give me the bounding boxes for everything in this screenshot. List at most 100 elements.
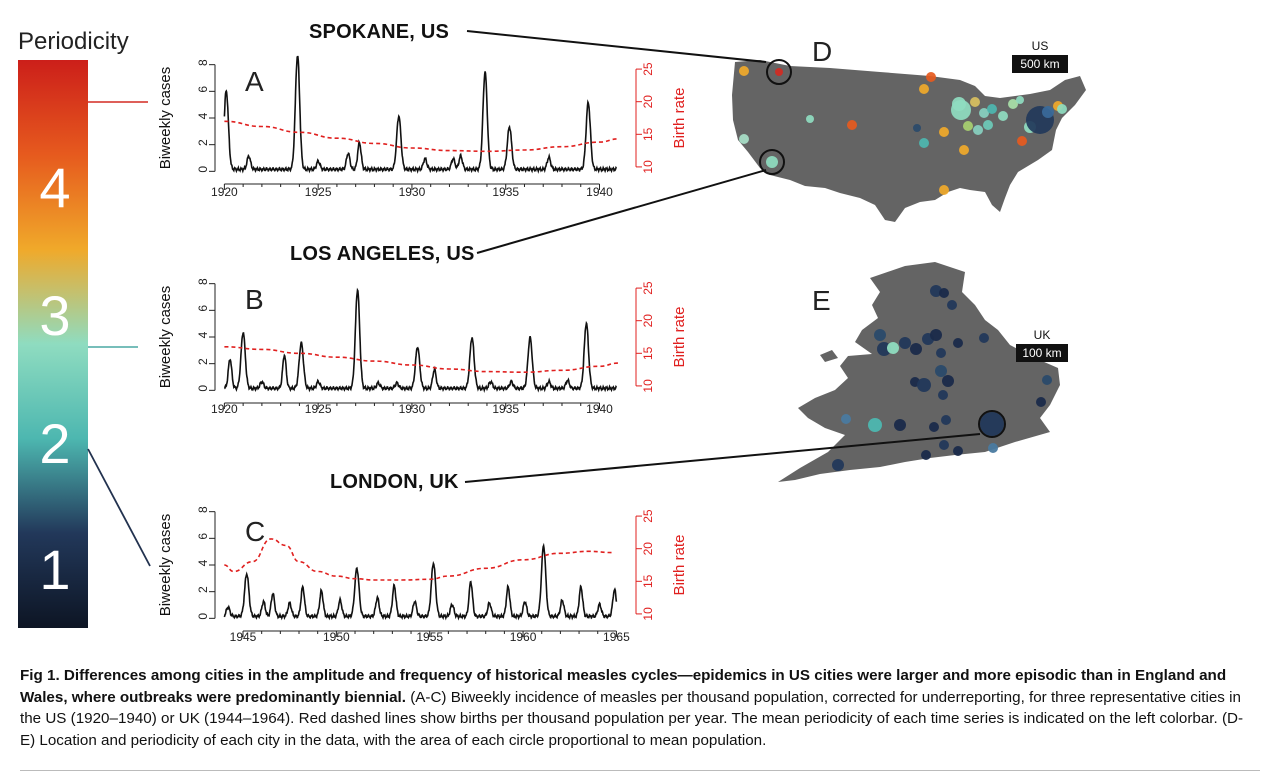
- us-map-name: US: [1031, 39, 1049, 53]
- series-biweekly-cases-line: [223, 55, 618, 174]
- uk-city-dot: [887, 342, 899, 354]
- uk-city-dot: [939, 440, 949, 450]
- city-label-london: LONDON, UK: [330, 471, 459, 493]
- y-tick-label: 0: [196, 166, 210, 173]
- uk-city-dot: [947, 300, 957, 310]
- us-city-dot: [983, 120, 993, 130]
- y-axis-label: Biweekly cases: [157, 514, 174, 617]
- y-axis-label: Biweekly cases: [157, 286, 174, 389]
- uk-city-dot: [921, 450, 931, 460]
- us-city-dot: [847, 120, 857, 130]
- x-tick-label: 1945: [230, 630, 257, 644]
- y-tick-label: 8: [196, 278, 210, 285]
- y2-tick-label: 25: [641, 281, 655, 295]
- pointer-spokane: [466, 30, 767, 63]
- uk-map-name: UK: [1033, 328, 1051, 342]
- y-tick-label: 6: [196, 86, 210, 93]
- y2-tick-label: 20: [641, 542, 655, 556]
- x-tick-label: 1935: [492, 185, 519, 199]
- us-city-dot: [926, 72, 936, 82]
- x-tick-label: 1950: [323, 630, 350, 644]
- city-label-spokane: SPOKANE, US: [309, 21, 450, 43]
- leader-london: [87, 448, 151, 567]
- uk-city-dot: [935, 365, 947, 377]
- y-tick-label: 0: [196, 385, 210, 392]
- x-tick-label: 1965: [603, 630, 630, 644]
- figure: Periodicity 0 2 4 6 8 Biweekly cases 10 15 20 25 B…: [18, 21, 1086, 644]
- uk-city-dot: [841, 414, 851, 424]
- us-city-dot: [939, 127, 949, 137]
- uk-city-dot: [877, 342, 891, 356]
- uk-city-dot: [874, 329, 886, 341]
- y-tick-label: 2: [196, 586, 210, 593]
- y-tick-label: 4: [196, 559, 210, 566]
- series-birth-rate-line: [224, 346, 619, 374]
- x-tick-label: 1940: [586, 402, 613, 416]
- y-axis-label: Biweekly cases: [157, 67, 174, 170]
- pointer-los-angeles: [476, 169, 767, 254]
- y2-tick-label: 10: [641, 379, 655, 393]
- uk-city-dot: [936, 348, 946, 358]
- y2-tick-label: 15: [641, 127, 655, 141]
- uk-city-dot: [1036, 397, 1046, 407]
- panel-letter-e: E: [812, 285, 831, 316]
- y2-axis-label: Birth rate: [671, 535, 688, 596]
- us-city-dot: [919, 84, 929, 94]
- x-tick-label: 1925: [305, 402, 332, 416]
- panel-letter-d: D: [812, 36, 833, 67]
- london-highlight-circle: [978, 410, 1006, 438]
- uk-city-dot: [930, 329, 942, 341]
- us-city-dot: [951, 100, 971, 120]
- panel-letter-b: B: [245, 284, 264, 315]
- x-tick-label: 1955: [416, 630, 443, 644]
- bottom-rule: [20, 770, 1260, 771]
- y2-tick-label: 15: [641, 346, 655, 360]
- series-biweekly-cases-line: [223, 542, 618, 621]
- colorbar-title: Periodicity: [18, 28, 129, 55]
- uk-city-dot: [868, 418, 882, 432]
- y2-tick-label: 10: [641, 160, 655, 174]
- uk-city-dot: [941, 415, 951, 425]
- chart-panel-b: 0 2 4 6 8 Biweekly cases 10 15 20 25 Birth rate 192…: [157, 278, 688, 416]
- colorbar-label-3: 3: [39, 284, 71, 347]
- y2-tick-label: 25: [641, 62, 655, 76]
- colorbar: [18, 60, 88, 628]
- uk-city-dot: [930, 285, 942, 297]
- uk-city-dot: [894, 419, 906, 431]
- us-city-dot: [806, 115, 814, 123]
- uk-city-dot: [1042, 375, 1052, 385]
- uk-city-dot: [953, 338, 963, 348]
- uk-map-scale: 100 km: [1016, 344, 1068, 362]
- y-tick-label: 8: [196, 59, 210, 66]
- x-tick-label: 1935: [492, 402, 519, 416]
- uk-city-dot: [942, 375, 954, 387]
- us-city-dot: [998, 111, 1008, 121]
- uk-city-dot: [979, 333, 989, 343]
- y-tick-label: 6: [196, 305, 210, 312]
- us-city-dot: [959, 145, 969, 155]
- us-city-dot: [963, 121, 973, 131]
- panel-letter-c: C: [245, 516, 266, 547]
- chart-panel-c: 0 2 4 6 8 Biweekly cases 10 15 20 25 Birth rate 194…: [157, 506, 688, 644]
- uk-city-dot: [980, 412, 1004, 436]
- x-tick-label: 1920: [211, 402, 238, 416]
- figure-caption: Fig 1. Differences among cities in the a…: [20, 665, 1250, 751]
- y-tick-label: 4: [196, 331, 210, 338]
- us-city-dot: [913, 124, 921, 132]
- x-tick-label: 1920: [211, 185, 238, 199]
- y2-tick-label: 20: [641, 314, 655, 328]
- series-birth-rate-line: [224, 120, 619, 153]
- us-city-dot: [987, 104, 997, 114]
- uk-city-dot: [832, 459, 844, 471]
- y2-tick-label: 20: [641, 95, 655, 109]
- uk-city-dot: [929, 422, 939, 432]
- y2-tick-label: 25: [641, 509, 655, 523]
- us-city-dot: [739, 134, 749, 144]
- x-tick-label: 1960: [510, 630, 537, 644]
- colorbar-label-1: 1: [39, 538, 71, 601]
- y-tick-label: 2: [196, 358, 210, 365]
- us-city-dot: [970, 97, 980, 107]
- us-city-dot: [973, 125, 983, 135]
- y-tick-label: 8: [196, 506, 210, 513]
